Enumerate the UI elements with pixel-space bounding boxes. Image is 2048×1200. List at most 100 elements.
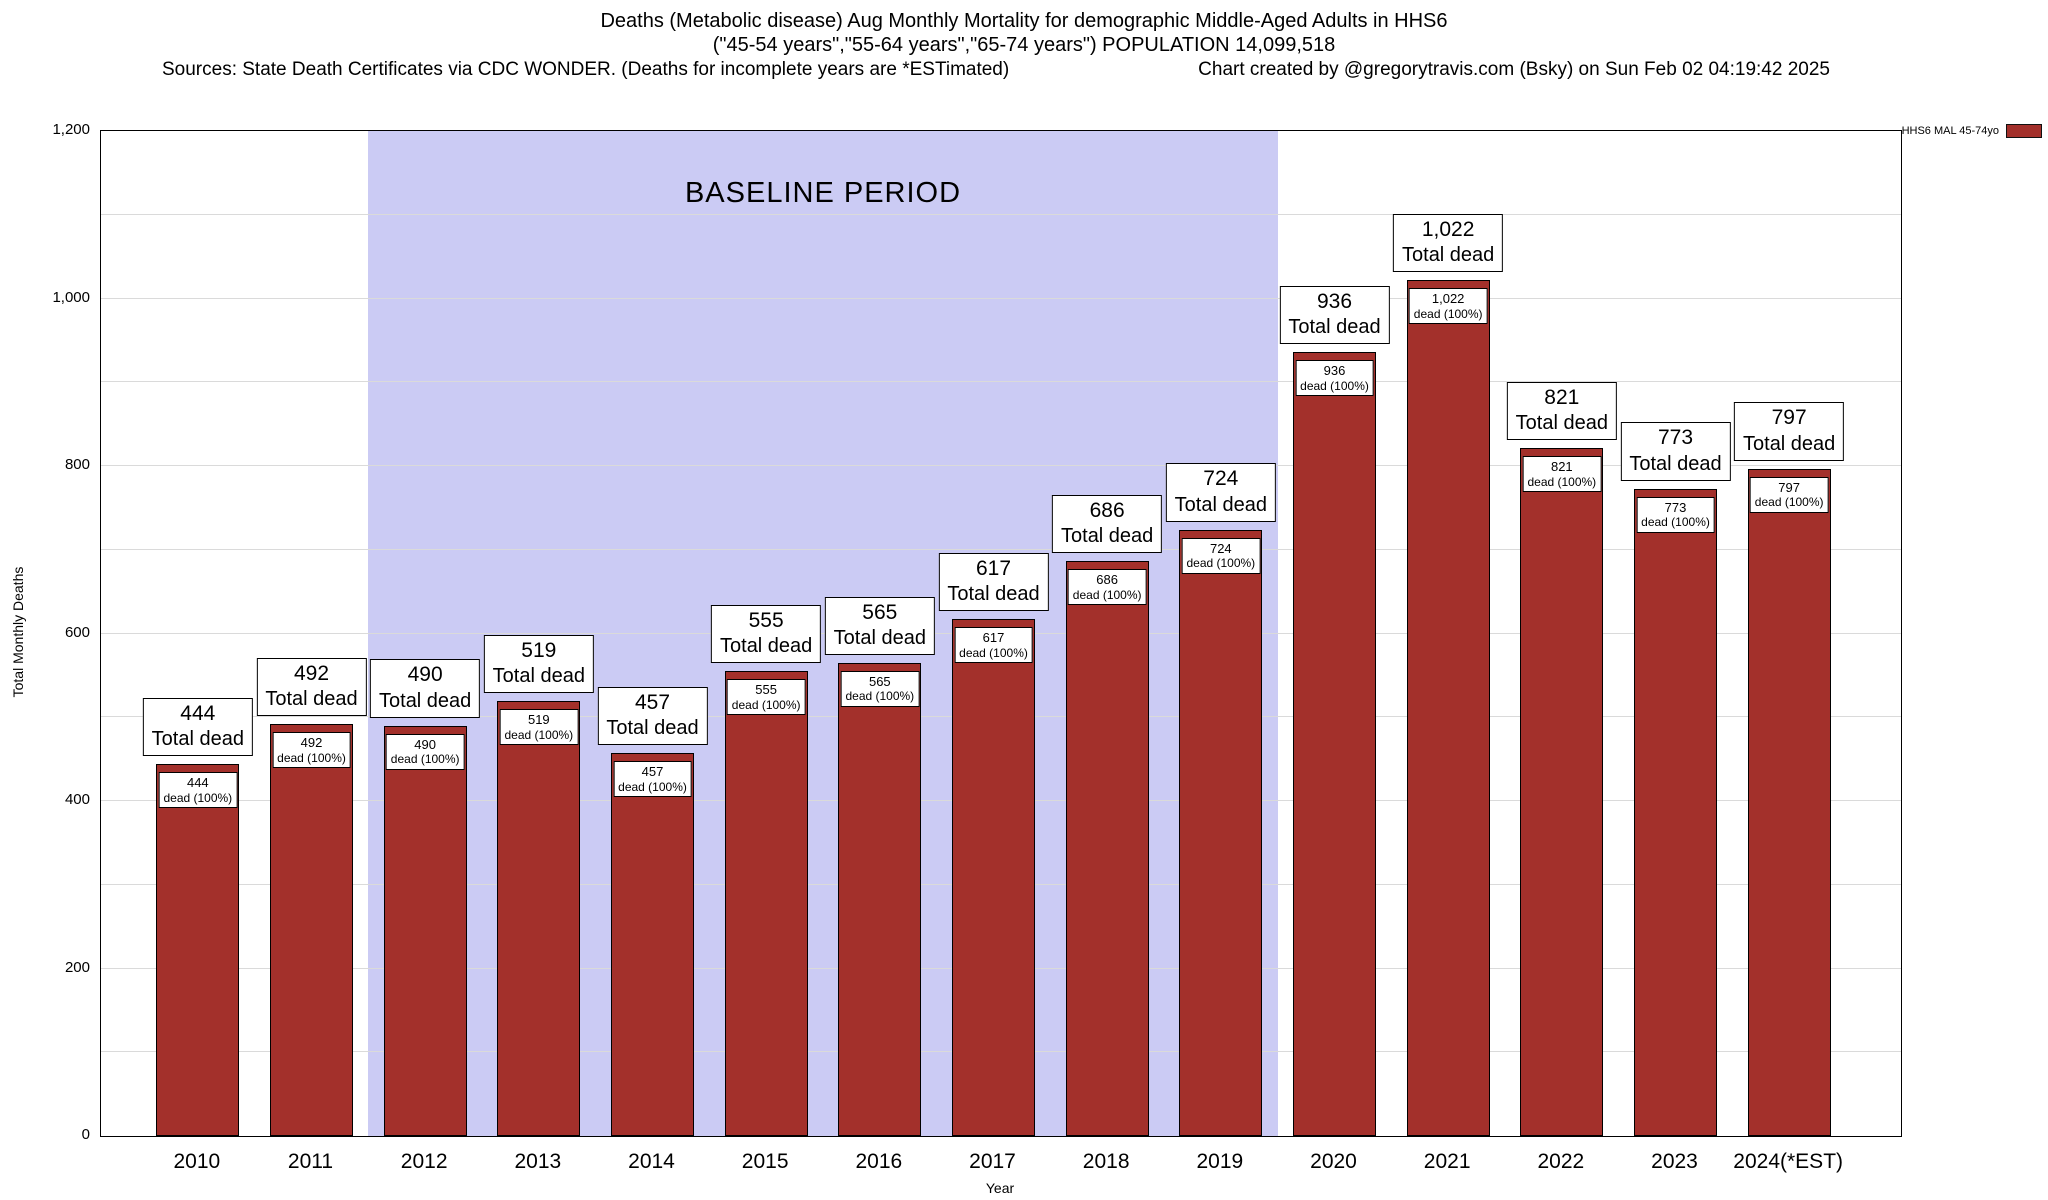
bar-inner-value: 821	[1550, 459, 1573, 475]
bar-inner-label: 617 dead (100%)	[954, 627, 1033, 664]
bar-total-value: 492	[293, 661, 330, 685]
y-tick-label: 200	[64, 958, 90, 976]
x-tick-label-2021: 2021	[1423, 1150, 1471, 1173]
bar-total-suffix: Total dead	[1174, 493, 1267, 516]
bar-inner-suffix: dead (100%)	[1413, 306, 1483, 321]
bar-total-label: 519 Total dead	[483, 635, 594, 694]
bar-inner-value: 492	[300, 734, 323, 750]
bar-inner-label: 492 dead (100%)	[272, 731, 351, 768]
bar-2017: 617 dead (100%)	[952, 619, 1035, 1136]
bar-total-label: 490 Total dead	[370, 659, 481, 718]
bar-inner-suffix: dead (100%)	[504, 727, 574, 742]
bar-total-label: 686 Total dead	[1052, 495, 1163, 554]
bar-inner-suffix: dead (100%)	[1300, 378, 1369, 393]
chart-subtitle: ("45-54 years","55-64 years","65-74 year…	[712, 34, 1336, 56]
x-tick-label-2016: 2016	[855, 1150, 903, 1173]
bar-2020: 936 dead (100%)	[1293, 352, 1376, 1136]
gridline	[101, 548, 1901, 550]
x-tick-label-2019: 2019	[1196, 1150, 1244, 1173]
legend-label: HHS6 MAL 45-74yo	[1901, 125, 1999, 137]
bar-inner-value: 686	[1096, 572, 1118, 588]
bar-total-value: 797	[1771, 406, 1807, 430]
bar-total-label: 555 Total dead	[711, 604, 822, 664]
bar-inner-label: 821 dead (100%)	[1522, 456, 1602, 493]
bar-total-label: 444 Total dead	[142, 697, 253, 757]
x-tick-label-2017: 2017	[969, 1150, 1016, 1173]
x-tick-label-2022: 2022	[1537, 1150, 1585, 1173]
bar-inner-label: 773 dead (100%)	[1636, 496, 1715, 533]
chart-meta-line: Sources: State Death Certificates via CD…	[100, 59, 1900, 81]
bar-inner-value: 555	[755, 682, 777, 698]
bar-total-suffix: Total dead	[947, 583, 1040, 606]
y-tick-label: 600	[64, 623, 90, 641]
bar-inner-label: 555 dead (100%)	[726, 679, 806, 716]
bar-2024(*EST): 797 dead (100%)	[1747, 468, 1831, 1136]
x-tick-label-2020: 2020	[1310, 1150, 1357, 1173]
bar-total-label: 936 Total dead	[1279, 285, 1390, 345]
bar-total-suffix: Total dead	[1061, 525, 1154, 548]
bar-2015: 555 dead (100%)	[724, 671, 808, 1136]
bar-inner-value: 490	[414, 736, 436, 752]
bar-total-value: 555	[748, 608, 784, 632]
bar-total-value: 490	[407, 663, 443, 687]
bar-inner-label: 1,022 dead (100%)	[1408, 288, 1488, 325]
gridline	[101, 381, 1901, 383]
bar-total-label: 797 Total dead	[1734, 402, 1845, 461]
bar-total-label: 457 Total dead	[597, 687, 708, 746]
bar-inner-suffix: dead (100%)	[959, 645, 1028, 660]
x-tick-label-2018: 2018	[1082, 1150, 1130, 1173]
bar-2019: 724 dead (100%)	[1179, 529, 1263, 1136]
bar-total-value: 686	[1089, 499, 1125, 523]
bar-inner-label: 519 dead (100%)	[499, 709, 579, 746]
bar-inner-suffix: dead (100%)	[731, 697, 801, 712]
bar-total-label: 773 Total dead	[1620, 422, 1731, 481]
bar-inner-value: 936	[1323, 363, 1346, 379]
y-tick-label: 1,000	[52, 288, 90, 306]
y-tick-label: 1,200	[52, 121, 90, 138]
bar-total-value: 444	[180, 701, 216, 725]
bar-total-label: 617 Total dead	[938, 553, 1049, 612]
x-tick-label-2010: 2010	[173, 1150, 221, 1173]
gridline	[101, 297, 1901, 299]
bar-inner-suffix: dead (100%)	[1527, 475, 1597, 490]
bar-inner-label: 936 dead (100%)	[1295, 360, 1374, 397]
bar-total-suffix: Total dead	[1629, 452, 1722, 475]
bar-total-suffix: Total dead	[606, 717, 699, 740]
bar-total-value: 773	[1657, 426, 1694, 450]
bar-2012: 490 dead (100%)	[383, 725, 467, 1136]
x-tick-label-2014: 2014	[628, 1150, 675, 1173]
bar-total-value: 457	[634, 691, 671, 715]
bar-inner-label: 797 dead (100%)	[1749, 476, 1829, 513]
bar-inner-label: 724 dead (100%)	[1181, 537, 1261, 574]
bar-2011: 492 dead (100%)	[270, 723, 353, 1136]
bar-inner-suffix: dead (100%)	[390, 752, 460, 767]
x-tick-label-2024(*EST): 2024(*EST)	[1733, 1150, 1844, 1173]
chart-title: Deaths (Metabolic disease) Aug Monthly M…	[600, 10, 1448, 32]
x-tick-label-2012: 2012	[400, 1150, 448, 1173]
legend-swatch	[2006, 124, 2042, 138]
bar-2018: 686 dead (100%)	[1065, 561, 1149, 1136]
bar-inner-value: 444	[186, 775, 209, 791]
chart-credit: Chart created by @gregorytravis.com (Bsk…	[1198, 59, 1830, 80]
gridline	[101, 465, 1901, 466]
bar-2013: 519 dead (100%)	[497, 701, 581, 1136]
bar-total-suffix: Total dead	[492, 665, 585, 688]
chart-sources: Sources: State Death Certificates via CD…	[162, 59, 1010, 80]
bar-inner-suffix: dead (100%)	[1754, 495, 1824, 510]
y-tick-label: 0	[81, 1126, 90, 1143]
bar-total-value: 617	[975, 557, 1012, 581]
plot-area: BASELINE PERIOD 444 dead (100%) 444 Total de…	[100, 130, 1902, 1137]
bar-inner-suffix: dead (100%)	[1186, 556, 1256, 571]
x-axis-title: Year	[985, 1180, 1015, 1196]
bar-total-label: 492 Total dead	[256, 657, 367, 716]
bar-total-suffix: Total dead	[833, 626, 926, 649]
x-tick-label-2013: 2013	[514, 1150, 562, 1173]
gridline	[101, 213, 1901, 215]
bar-total-suffix: Total dead	[265, 687, 358, 710]
bar-total-suffix: Total dead	[1402, 244, 1495, 267]
bar-inner-value: 797	[1778, 479, 1800, 495]
bar-2021: 1,022 dead (100%)	[1406, 280, 1490, 1136]
bar-2016: 565 dead (100%)	[838, 662, 922, 1136]
bar-total-value: 1,022	[1421, 217, 1475, 241]
